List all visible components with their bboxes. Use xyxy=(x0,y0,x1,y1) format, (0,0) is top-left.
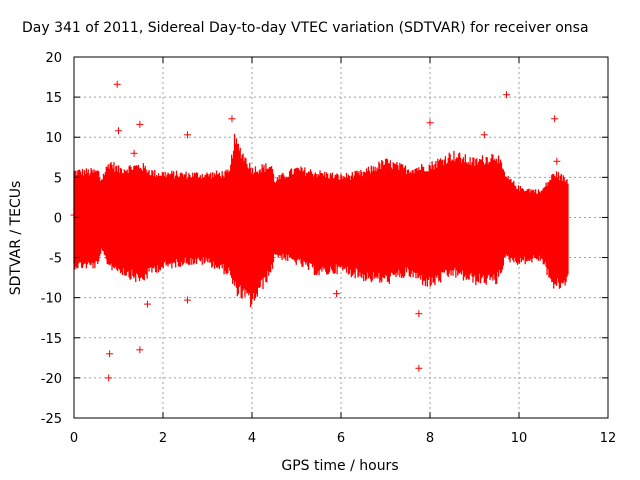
x-tick-label: 10 xyxy=(511,431,528,446)
y-tick-label: -25 xyxy=(41,412,62,427)
x-axis: 0 2 4 6 8 10 12 xyxy=(70,57,616,446)
y-axis: -25 -20 -15 -10 -5 0 5 10 15 20 xyxy=(41,51,608,427)
data-point xyxy=(113,80,121,88)
data-point xyxy=(115,127,122,135)
y-tick-label: 0 xyxy=(54,211,62,226)
x-tick-label: 6 xyxy=(337,431,345,446)
data-point xyxy=(130,149,138,157)
y-tick-label: 15 xyxy=(45,91,62,106)
y-tick-label: -15 xyxy=(41,332,62,347)
data-point xyxy=(105,374,113,382)
data-point xyxy=(333,290,341,298)
data-point xyxy=(415,364,423,372)
data-point xyxy=(183,131,191,139)
data-band-core xyxy=(74,150,568,291)
y-tick-label: 10 xyxy=(45,131,62,146)
y-tick-label: 20 xyxy=(45,51,62,66)
x-axis-label: GPS time / hours xyxy=(281,458,398,474)
data-point xyxy=(415,310,423,318)
data-point xyxy=(553,157,561,165)
data-point xyxy=(143,300,151,308)
y-tick-label: -20 xyxy=(41,372,62,387)
data-point xyxy=(136,346,144,354)
data-point xyxy=(426,119,434,127)
data-point xyxy=(551,115,559,123)
x-tick-label: 4 xyxy=(248,431,256,446)
data-point xyxy=(183,296,191,304)
chart-title: Day 341 of 2011, Sidereal Day-to-day VTE… xyxy=(22,20,589,36)
data-point xyxy=(106,350,114,358)
y-tick-label: 5 xyxy=(54,171,62,186)
data-point xyxy=(503,91,511,99)
x-tick-label: 0 xyxy=(70,431,78,446)
data-point xyxy=(480,131,488,139)
data-point xyxy=(136,120,144,128)
x-tick-label: 12 xyxy=(600,431,617,446)
x-tick-label: 2 xyxy=(159,431,167,446)
data-point xyxy=(228,115,236,123)
x-tick-label: 8 xyxy=(426,431,434,446)
y-tick-label: -5 xyxy=(49,252,62,267)
y-axis-label: SDTVAR / TECUs xyxy=(8,181,24,296)
y-tick-label: -10 xyxy=(41,292,62,307)
data-series xyxy=(70,80,569,382)
